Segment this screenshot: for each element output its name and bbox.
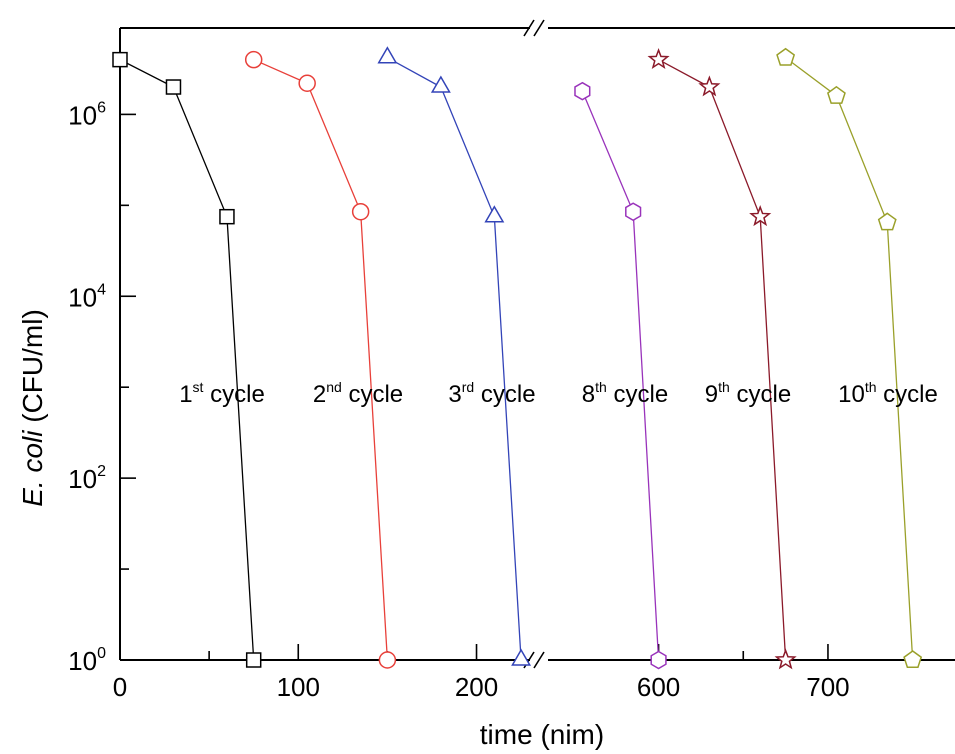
pentagon-marker [877, 212, 897, 231]
y-tick-base: 10 [68, 100, 97, 130]
y-tick-exponent: 0 [97, 645, 106, 662]
series-line [253, 59, 389, 661]
square-marker [165, 79, 182, 95]
x-tick-label: 600 [637, 672, 680, 702]
triangle-marker [430, 75, 451, 93]
y-tick-exponent: 2 [97, 463, 106, 480]
series-square [112, 51, 262, 668]
pentagon-marker [826, 85, 846, 104]
annotation-layer: 1st cycle 2nd cycle 3rd cycle 8th cycle 9th … [179, 379, 938, 408]
hexagon-marker [625, 202, 642, 222]
x-tick-label: 100 [277, 672, 320, 702]
circle-marker [298, 74, 316, 93]
series-triangle [377, 46, 532, 666]
x-tick-label: 200 [455, 672, 498, 702]
series-line [658, 59, 787, 661]
y-tick-base: 10 [68, 646, 97, 676]
square-marker [112, 51, 128, 68]
hexagon-marker [574, 81, 591, 101]
y-tick-base: 10 [68, 464, 97, 494]
triangle-marker [484, 205, 505, 223]
series-circle [244, 50, 397, 669]
circle-marker [351, 202, 370, 221]
pentagon-marker [776, 47, 796, 66]
y-axis-label-rest: (CFU/ml) [17, 309, 48, 430]
x-axis-label: time (nim) [480, 719, 604, 750]
cycle-label: 8th cycle [582, 379, 668, 408]
y-tick-exponent: 4 [97, 281, 106, 298]
y-tick-label: 102 [68, 463, 106, 494]
triangle-marker [511, 648, 532, 666]
square-marker [219, 208, 235, 225]
cycle-label: 1st cycle [179, 379, 265, 408]
cycle-label: 3rd cycle [448, 379, 535, 408]
y-tick-label: 104 [68, 281, 106, 312]
top-axis-break-mark [523, 19, 545, 37]
triangle-marker [377, 46, 398, 64]
star-marker [774, 648, 797, 670]
y-tick-base: 10 [68, 282, 97, 312]
hexagon-marker [650, 650, 667, 670]
series-line [581, 90, 660, 661]
series-line [785, 57, 914, 661]
pentagon-marker [903, 650, 923, 669]
x-tick-label: 0 [113, 672, 127, 702]
cycle-label: 9th cycle [705, 379, 791, 408]
circle-marker [378, 651, 397, 669]
square-marker [245, 652, 262, 668]
y-tick-label: 100 [68, 645, 106, 676]
star-marker [698, 75, 721, 97]
y-tick-label: 106 [68, 99, 106, 130]
series-star [647, 48, 797, 670]
y-tick-exponent: 6 [97, 99, 106, 116]
series-pentagon [776, 47, 923, 669]
x-tick-label: 700 [806, 672, 849, 702]
series-layer [112, 46, 923, 670]
y-axis-label-italic: E. coli [17, 430, 48, 507]
cycle-label: 2nd cycle [313, 379, 403, 408]
series-hexagon [574, 81, 667, 670]
cycle-label: 10th cycle [838, 379, 938, 408]
circle-marker [244, 50, 263, 69]
star-marker [647, 48, 670, 70]
series-line [387, 57, 522, 661]
y-axis-label: E. coli (CFU/ml) [17, 309, 48, 507]
series-line [119, 59, 255, 661]
star-marker [749, 205, 772, 227]
